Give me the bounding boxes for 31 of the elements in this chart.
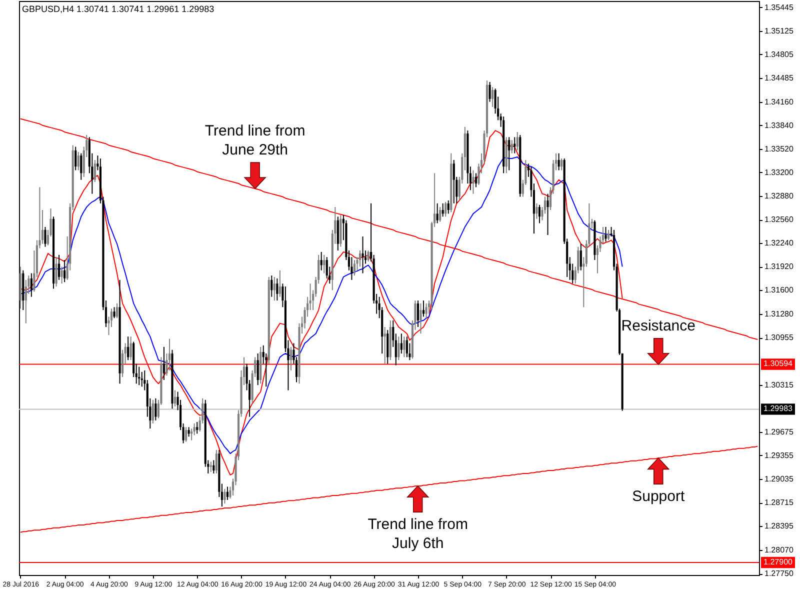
- y-tick-label: 1.34805: [764, 50, 794, 59]
- y-tick-label: 1.35125: [764, 26, 794, 36]
- y-tick-label: 1.31920: [764, 262, 794, 272]
- y-tick-label: 1.34160: [764, 97, 794, 106]
- ref-line-label: 1.27900: [764, 557, 794, 566]
- annotation: Support: [632, 488, 686, 505]
- y-tick-label: 1.29035: [764, 474, 794, 484]
- y-tick-label: 1.33200: [764, 168, 794, 177]
- y-tick-label: 1.33520: [764, 144, 794, 154]
- y-tick-label: 1.32240: [764, 238, 794, 248]
- y-tick-label: 1.30955: [764, 333, 794, 342]
- y-tick-label: 1.29355: [764, 450, 794, 460]
- y-tick-label: 1.28715: [764, 498, 794, 508]
- y-tick-label: 1.29675: [764, 427, 794, 436]
- ref-line-label: 1.29983: [764, 404, 794, 414]
- y-tick-label: 1.31600: [764, 286, 794, 295]
- y-tick-label: 1.35445: [764, 2, 794, 12]
- chart-title: GBPUSD,H4 1.30741 1.30741 1.29961 1.29983: [22, 4, 214, 14]
- y-tick-label: 1.34485: [764, 73, 794, 82]
- y-tick-label: 1.28395: [764, 522, 794, 531]
- y-tick-label: 1.32560: [764, 215, 794, 224]
- annotation: Trend line from June 29th: [204, 122, 306, 159]
- y-tick-label: 1.31280: [764, 309, 794, 318]
- annotation: Resistance: [621, 318, 696, 335]
- y-tick-label: 1.33840: [764, 120, 794, 130]
- ref-line-label: 1.30594: [764, 359, 794, 368]
- y-tick-label: 1.30315: [764, 380, 794, 390]
- y-tick-label: 1.32880: [764, 192, 794, 201]
- y-tick-label: 1.28070: [764, 545, 794, 554]
- annotation: Trend line from July 6th: [368, 516, 468, 552]
- y-tick-label: 1.27750: [764, 569, 794, 578]
